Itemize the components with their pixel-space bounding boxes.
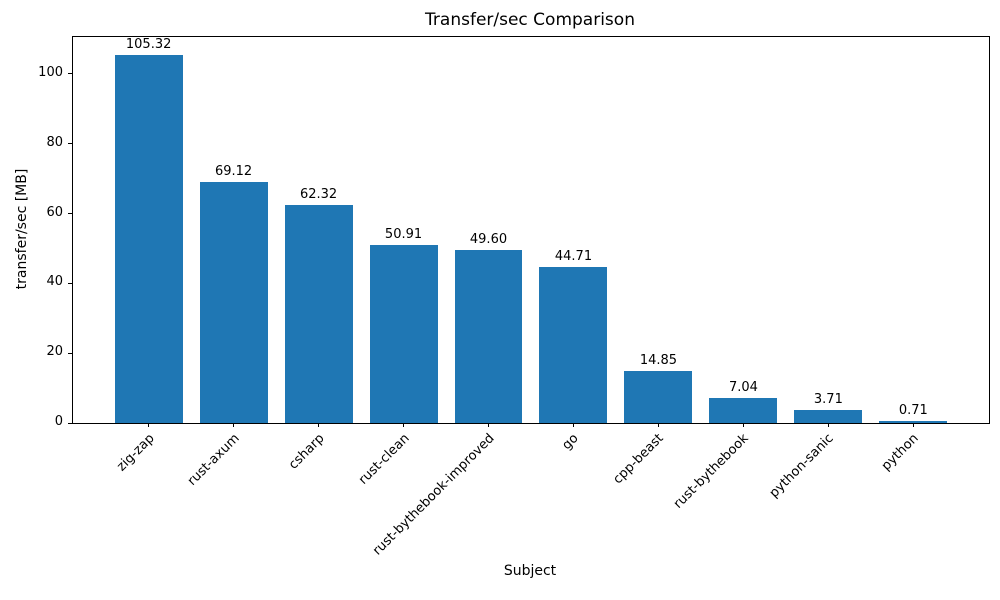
x-tick-mark [403,423,405,427]
bar-value-label: 44.71 [554,248,593,264]
bar-value-label: 105.32 [125,37,172,53]
y-tick-mark [68,352,72,354]
y-tick-label: 60 [46,204,63,220]
x-tick-mark [827,423,829,427]
bar-cpp-beast [624,371,693,423]
x-tick-mark [657,423,659,427]
y-tick-mark [68,422,72,424]
bar-go [539,266,608,423]
bar-zig-zap [114,55,183,423]
bar-rust-bythebook [709,398,778,423]
bar-python-sanic [794,410,863,423]
bar-value-label: 50.91 [384,227,423,243]
x-tick-mark [572,423,574,427]
bar-rust-clean [369,245,438,423]
x-tick-mark [912,423,914,427]
y-tick-mark [68,143,72,145]
x-tick-mark [742,423,744,427]
bar-value-label: 3.71 [813,392,843,408]
y-tick-mark [68,73,72,75]
x-axis-label: Subject [503,563,557,579]
bar-csharp [284,205,353,423]
x-tick-mark [318,423,320,427]
x-tick-mark [488,423,489,427]
y-tick-mark [68,282,72,284]
bar-value-label: 14.85 [639,353,678,369]
bar-value-label: 62.32 [299,187,338,203]
bar-value-label: 0.71 [898,402,928,418]
y-tick-label: 100 [38,64,63,80]
y-tick-label: 0 [54,414,63,429]
y-tick-label: 20 [46,344,63,360]
bar-rust-axum [199,181,268,423]
y-tick-label: 80 [46,134,63,150]
plot-area: 0 20 40 60 80 100 105.32 zig-zap 69.12 rust-axum 6… [38,36,990,558]
x-tick-mark [148,423,150,427]
y-axis-label: transfer/sec [MB] [14,168,30,290]
bar-python [879,420,948,423]
x-tick-mark [233,423,235,427]
bar-value-label: 69.12 [214,163,253,179]
chart-title: Transfer/sec Comparison [425,10,635,30]
y-tick-label: 40 [46,274,63,290]
bar-value-label: 49.60 [469,231,508,247]
bar-value-label: 7.04 [728,380,758,396]
y-tick-mark [68,213,72,215]
bar-rust-bythebook-improved [454,249,523,423]
